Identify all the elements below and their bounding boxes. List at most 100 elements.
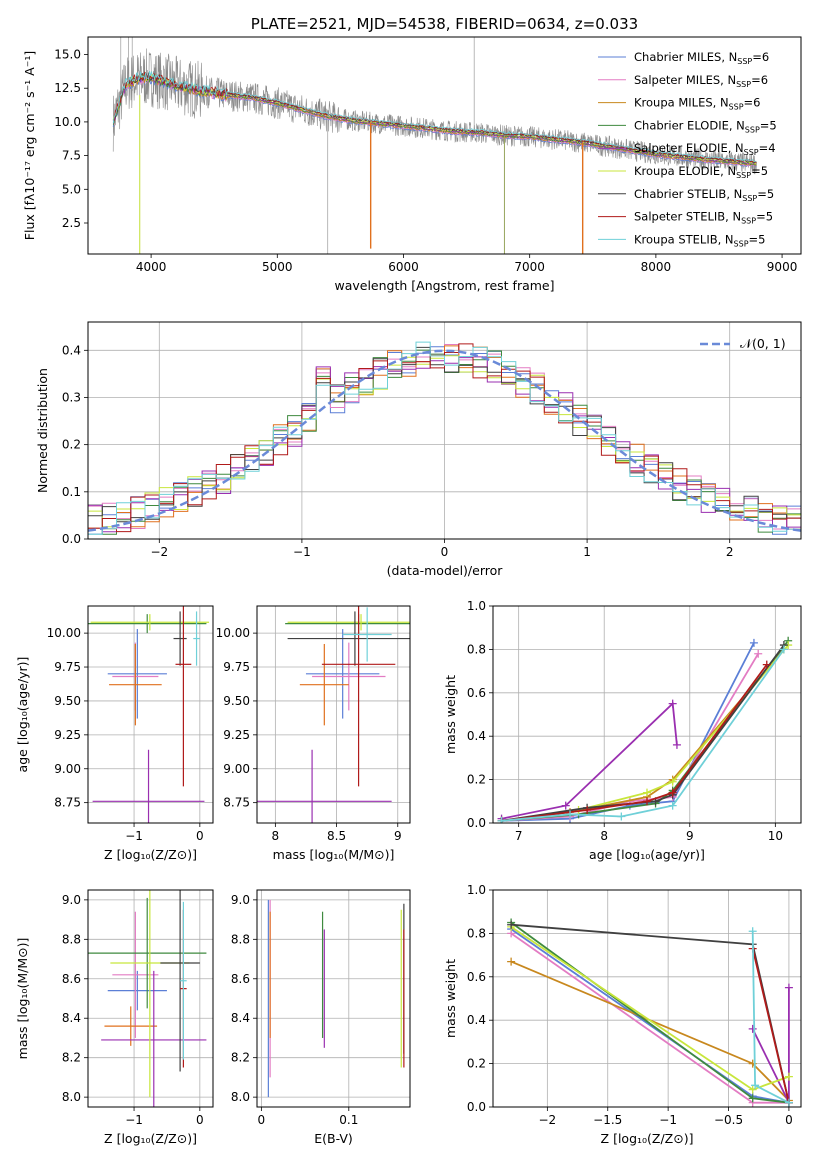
data-marker [668, 788, 677, 797]
error-bar-point [88, 614, 207, 634]
error-bar-point [321, 606, 396, 787]
panel-weight-vs-age: 7 8 9 10 0.0 0.2 0.4 0.6 0.8 1.0 age [log₁₀(age/yr… [443, 599, 802, 862]
y-tick-label: 1.0 [467, 599, 486, 613]
model-spectrum-line [112, 70, 757, 162]
mass-weight-series [507, 918, 793, 1107]
error-bar-point [299, 643, 349, 726]
legend-entry-label: Salpeter ELODIE, NSSP=4 [634, 141, 776, 157]
x-axis-label: Z [log₁₀(Z/Z⊙)] [104, 847, 197, 862]
axes-frame [256, 605, 411, 824]
legend-entry-label: Chabrier STELIB, NSSP=5 [634, 187, 774, 203]
y-tick-label: 8.2 [231, 1051, 250, 1065]
legend-nssp-value: =6 [751, 73, 768, 87]
legend-entry-label: Kroupa STELIB, NSSP=5 [634, 232, 765, 248]
y-tick-label: 8.0 [62, 1090, 81, 1104]
y-tick-label: 9.75 [54, 660, 81, 674]
y-tick-label: 0.0 [62, 532, 81, 546]
x-tick-label: 0 [785, 1113, 793, 1127]
y-tick-label: 0.2 [467, 1057, 486, 1071]
error-bar-point [90, 614, 210, 631]
data-marker [617, 812, 626, 821]
legend: Chabrier MILES, NSSP=6 Salpeter MILES, NS… [598, 50, 777, 248]
y-tick-label: 0.0 [467, 1100, 486, 1114]
x-tick-label: −1.5 [593, 1113, 622, 1127]
y-tick-label: 1.0 [467, 883, 486, 897]
x-tick-label: −2 [150, 545, 168, 559]
plot-area [497, 636, 793, 823]
error-bar-point [175, 606, 192, 787]
legend-nssp-value: =5 [757, 187, 774, 201]
data-marker [643, 797, 651, 806]
legend-nssp-value: =6 [752, 50, 769, 64]
series-line [510, 926, 790, 1091]
data-marker [749, 638, 758, 647]
y-axis-label: Flux [fλ10⁻¹⁷ erg cm⁻² s⁻¹ A⁻¹] [22, 51, 37, 240]
panel-spectrum: 4000 5000 6000 7000 8000 9000 2.5 5.0 7.5 10.0 12.… [22, 15, 802, 293]
series-line [501, 664, 768, 822]
x-tick-label: 1 [583, 545, 591, 559]
x-tick-label: −1 [659, 1113, 677, 1127]
y-tick-label: 2.5 [62, 216, 81, 230]
data-marker [784, 1098, 793, 1107]
panel-residuals: −2 −1 0 1 2 0.0 0.1 0.2 0.3 0.4 (data-model)/error… [35, 321, 802, 578]
mass-weight-series [497, 699, 681, 823]
y-tick-label: 15.0 [54, 48, 81, 62]
x-tick-label: 0 [441, 545, 449, 559]
x-axis-label: Z [log₁₀(Z/Z⊙)] [104, 1131, 197, 1146]
y-tick-label: 9.00 [223, 762, 250, 776]
x-tick-label: 8000 [641, 260, 672, 274]
y-tick-label: 0.4 [467, 1013, 486, 1027]
x-tick-label: 0 [196, 1113, 204, 1127]
x-tick-label: 2 [726, 545, 734, 559]
legend-subscript: SSP [737, 57, 752, 66]
axes-frame [256, 889, 411, 1108]
x-tick-label: 8 [600, 829, 608, 843]
series-line [501, 653, 759, 822]
x-tick-label: 0.1 [339, 1113, 358, 1127]
y-tick-label: 8.2 [62, 1051, 81, 1065]
error-bar-point [257, 749, 392, 823]
legend-entry-label: Kroupa MILES, NSSP=6 [634, 96, 760, 112]
plot-area [88, 606, 210, 823]
y-tick-label: 0.6 [467, 970, 486, 984]
legend-entry-label: Salpeter MILES, NSSP=6 [634, 73, 768, 89]
mass-weight-series [497, 649, 763, 823]
data-marker [561, 801, 570, 810]
error-bar-point [193, 611, 200, 666]
error-bar-point [107, 629, 167, 719]
model-spectrum-line [112, 73, 757, 165]
x-tick-label: −2 [539, 1113, 557, 1127]
panel-mass-vs-Z: −1 0 8.0 8.2 8.4 8.6 8.8 9.0 Z [log₁₀(Z/Z⊙)] mass… [15, 889, 214, 1146]
data-marker [784, 1072, 793, 1081]
series-line [510, 921, 790, 1104]
data-marker [754, 649, 763, 658]
error-bar-point [104, 1006, 158, 1046]
x-tick-label: 9 [686, 829, 694, 843]
x-tick-label: −0.5 [714, 1113, 743, 1127]
legend-entry-label: Salpeter STELIB, NSSP=5 [634, 210, 773, 226]
y-tick-label: 0.8 [467, 642, 486, 656]
y-tick-label: 0.8 [467, 926, 486, 940]
legend-nssp-value: =5 [749, 232, 766, 246]
data-marker [784, 983, 793, 992]
legend-subscript: SSP [745, 125, 760, 134]
y-axis-label: mass weight [443, 675, 458, 754]
series-line [751, 948, 790, 1103]
legend: 𝒩(0, 1) [700, 336, 786, 351]
error-bar-point [88, 897, 207, 1009]
data-marker [668, 801, 677, 810]
mass-weight-series [497, 645, 788, 823]
error-bar-point [305, 629, 380, 719]
y-tick-label: 9.00 [54, 762, 81, 776]
legend-nssp-value: =5 [756, 210, 773, 224]
axes-frame [87, 889, 214, 1108]
x-axis-label: Z [log₁₀(Z/Z⊙)] [601, 1131, 694, 1146]
x-axis-label: age [log₁₀(age/yr)] [589, 847, 705, 862]
x-tick-label: 0 [196, 829, 204, 843]
x-tick-label: 5000 [262, 260, 293, 274]
error-bar-point [312, 642, 386, 711]
error-bar-point [107, 970, 167, 1011]
y-tick-label: 0.4 [467, 729, 486, 743]
y-axis-label: mass weight [443, 959, 458, 1038]
data-marker [779, 645, 788, 654]
